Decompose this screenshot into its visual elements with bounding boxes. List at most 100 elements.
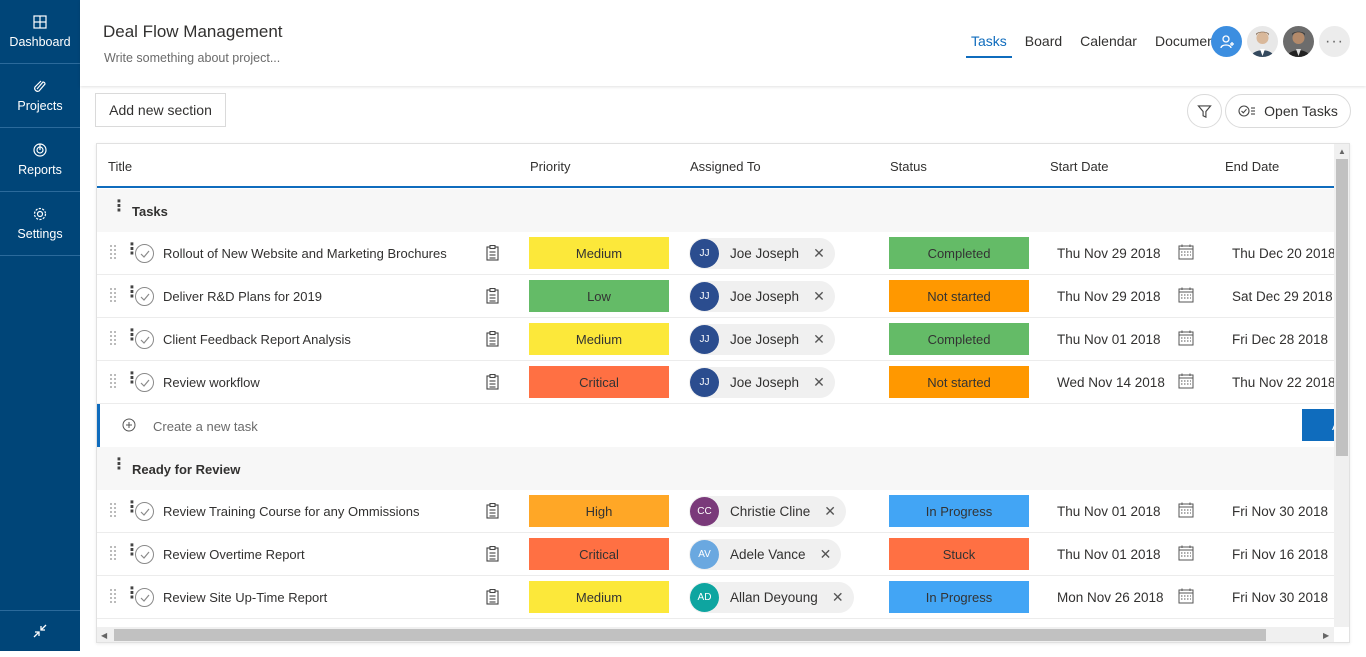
column-header-status[interactable]: Status (890, 159, 927, 174)
create-task-input[interactable]: Create a new task (153, 419, 258, 434)
sidebar-item-dashboard[interactable]: Dashboard (0, 0, 80, 64)
task-title[interactable]: Review Overtime Report (163, 547, 305, 562)
status-badge[interactable]: In Progress (889, 581, 1029, 613)
task-details-icon[interactable] (486, 245, 499, 261)
tab-calendar[interactable]: Calendar (1080, 33, 1137, 49)
task-details-icon[interactable] (486, 331, 499, 347)
task-title[interactable]: Deliver R&D Plans for 2019 (163, 289, 322, 304)
calendar-icon[interactable] (1178, 287, 1194, 303)
drag-handle-icon[interactable] (110, 546, 118, 562)
priority-badge[interactable]: Low (529, 280, 669, 312)
table-row[interactable]: ⋮ Review Overtime Report Critical AV Adele … (97, 533, 1334, 576)
filter-button[interactable] (1187, 94, 1222, 128)
status-badge[interactable]: In Progress (889, 495, 1029, 527)
remove-assignee-icon[interactable]: ✕ (824, 503, 837, 519)
table-row[interactable]: ⋮ Client Feedback Report Analysis Medium JJ… (97, 318, 1334, 361)
section-menu-icon[interactable]: ⋮ (111, 456, 127, 473)
member-avatar[interactable] (1247, 26, 1278, 57)
priority-badge[interactable]: Medium (529, 581, 669, 613)
assignee-chip[interactable]: AV Adele Vance ✕ (689, 539, 842, 570)
add-task-icon[interactable] (122, 418, 136, 432)
sidebar-item-reports[interactable]: Reports (0, 128, 80, 192)
vertical-scroll-thumb[interactable] (1336, 159, 1348, 456)
assignee-chip[interactable]: JJ Joe Joseph ✕ (689, 281, 835, 312)
sidebar-item-settings[interactable]: Settings (0, 192, 80, 256)
status-badge[interactable]: Completed (889, 323, 1029, 355)
calendar-icon[interactable] (1178, 588, 1194, 604)
column-header-start[interactable]: Start Date (1050, 159, 1109, 174)
tab-board[interactable]: Board (1024, 33, 1063, 49)
table-row[interactable]: ⋮ Review Site Up-Time Report Medium AD Allan… (97, 576, 1334, 619)
status-badge[interactable]: Stuck (889, 538, 1029, 570)
collapse-sidebar-button[interactable] (0, 610, 80, 651)
status-badge[interactable]: Completed (889, 237, 1029, 269)
start-date[interactable]: Thu Nov 01 2018 (1057, 547, 1161, 562)
drag-handle-icon[interactable] (110, 503, 118, 519)
add-section-button[interactable]: Add new section (95, 93, 226, 127)
end-date[interactable]: Fri Dec 28 2018 (1232, 332, 1329, 347)
remove-assignee-icon[interactable]: ✕ (819, 546, 832, 562)
assignee-chip[interactable]: JJ Joe Joseph ✕ (689, 324, 835, 355)
end-date[interactable]: Thu Nov 22 2018 (1232, 375, 1334, 390)
remove-assignee-icon[interactable]: ✕ (813, 288, 825, 304)
task-details-icon[interactable] (486, 503, 499, 519)
task-details-icon[interactable] (486, 546, 499, 562)
horizontal-scroll-thumb[interactable] (114, 629, 1266, 641)
create-task-row[interactable]: Create a new task A (97, 404, 1334, 447)
drag-handle-icon[interactable] (110, 331, 118, 347)
assignee-chip[interactable]: JJ Joe Joseph ✕ (689, 367, 835, 398)
assignee-chip[interactable]: JJ Joe Joseph ✕ (689, 238, 835, 269)
priority-badge[interactable]: Critical (529, 538, 669, 570)
priority-badge[interactable]: High (529, 495, 669, 527)
end-date[interactable]: Sat Dec 29 2018 (1232, 289, 1333, 304)
priority-badge[interactable]: Critical (529, 366, 669, 398)
open-tasks-button[interactable]: Open Tasks (1225, 94, 1351, 128)
drag-handle-icon[interactable] (110, 245, 118, 261)
calendar-icon[interactable] (1178, 330, 1194, 346)
remove-assignee-icon[interactable]: ✕ (813, 374, 825, 390)
section-menu-icon[interactable]: ⋮ (111, 198, 127, 215)
start-date[interactable]: Mon Nov 26 2018 (1057, 590, 1164, 605)
task-details-icon[interactable] (486, 374, 499, 390)
scroll-left-icon[interactable]: ◀ (101, 631, 108, 640)
more-members-button[interactable]: ··· (1319, 26, 1350, 57)
scroll-right-icon[interactable]: ▶ (1323, 631, 1330, 640)
complete-task-checkbox[interactable] (135, 287, 154, 306)
project-description[interactable]: Write something about project... (104, 51, 281, 65)
remove-assignee-icon[interactable]: ✕ (813, 331, 825, 347)
task-title[interactable]: Review workflow (163, 375, 260, 390)
calendar-icon[interactable] (1178, 373, 1194, 389)
tab-documents[interactable]: Documents (1154, 33, 1226, 49)
complete-task-checkbox[interactable] (135, 588, 154, 607)
horizontal-scrollbar[interactable]: ◀ ▶ (97, 627, 1334, 642)
assignee-chip[interactable]: AD Allan Deyoung ✕ (689, 582, 854, 613)
table-row[interactable]: ⋮ Deliver R&D Plans for 2019 Low JJ Joe Jose… (97, 275, 1334, 318)
status-badge[interactable]: Not started (889, 366, 1029, 398)
end-date[interactable]: Fri Nov 16 2018 (1232, 547, 1329, 562)
priority-badge[interactable]: Medium (529, 323, 669, 355)
complete-task-checkbox[interactable] (135, 330, 154, 349)
add-task-button[interactable]: A (1302, 409, 1334, 441)
drag-handle-icon[interactable] (110, 288, 118, 304)
scroll-up-icon[interactable]: ▲ (1338, 147, 1346, 156)
task-title[interactable]: Client Feedback Report Analysis (163, 332, 351, 347)
start-date[interactable]: Thu Nov 01 2018 (1057, 332, 1161, 347)
calendar-icon[interactable] (1178, 244, 1194, 260)
start-date[interactable]: Thu Nov 01 2018 (1057, 504, 1161, 519)
calendar-icon[interactable] (1178, 502, 1194, 518)
end-date[interactable]: Fri Nov 30 2018 (1232, 590, 1329, 605)
column-header-end[interactable]: End Date (1225, 159, 1280, 174)
end-date[interactable]: Fri Nov 30 2018 (1232, 504, 1329, 519)
task-details-icon[interactable] (486, 288, 499, 304)
start-date[interactable]: Thu Nov 29 2018 (1057, 246, 1161, 261)
vertical-scrollbar[interactable]: ▲ (1334, 144, 1349, 627)
column-header-title[interactable]: Title (108, 159, 133, 174)
status-badge[interactable]: Not started (889, 280, 1029, 312)
task-title[interactable]: Rollout of New Website and Marketing Bro… (163, 246, 447, 261)
tab-tasks[interactable]: Tasks (966, 33, 1012, 58)
start-date[interactable]: Wed Nov 14 2018 (1057, 375, 1165, 390)
end-date[interactable]: Thu Dec 20 2018 (1232, 246, 1334, 261)
table-row[interactable]: ⋮ Review workflow Critical JJ Joe Joseph ✕ Not… (97, 361, 1334, 404)
assignee-chip[interactable]: CC Christie Cline ✕ (689, 496, 847, 527)
remove-assignee-icon[interactable]: ✕ (813, 245, 825, 261)
